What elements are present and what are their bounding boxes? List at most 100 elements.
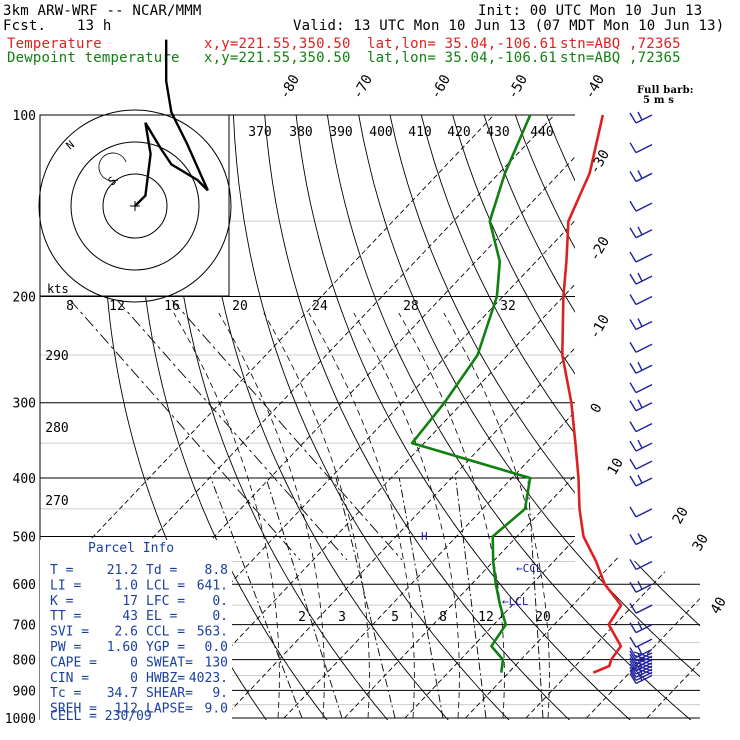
dewpoint-line: [410, 114, 532, 673]
parcel-label: SREH =: [50, 702, 97, 717]
parcel-value: 2.6: [115, 625, 138, 640]
wind-barb: [629, 251, 653, 263]
mixing-ratio-line: [398, 477, 444, 719]
init-time: Init: 00 UTC Mon 10 Jun 13: [478, 3, 703, 19]
parcel-value: 0.: [212, 594, 228, 609]
barb-legend-title: Full barb:: [637, 85, 694, 96]
parcel-value: 0: [130, 655, 138, 670]
parcel-value: 0.: [212, 609, 228, 624]
mixing-ratio-line: [335, 477, 396, 719]
wind-barb: [633, 667, 653, 675]
dry-adiabat-label: 440: [530, 125, 553, 140]
pressure-tick-label: 100: [13, 109, 36, 124]
mixing-ratio-line: [265, 477, 343, 719]
wind-barb-layer: [629, 111, 653, 685]
dry-adiabat: [170, 115, 398, 720]
parcel-label: TT =: [50, 609, 81, 624]
dry-adiabat-label: 400: [369, 125, 392, 140]
mixing-ratio-label: 8: [439, 610, 447, 625]
parcel-label: CCL =: [146, 625, 185, 640]
dry-adiabat: [514, 115, 700, 720]
isotherm-label: -20: [587, 234, 614, 264]
parcel-info-panel: Parcel Info T = 21.2 Td = 8.8 LI = 1.0 LCL = 641…: [40, 540, 232, 724]
parcel-value: 8.8: [205, 563, 228, 578]
hodograph-speed-label: 28: [403, 299, 419, 314]
dry-adiabat: [640, 115, 700, 720]
pressure-tick-label: 600: [13, 578, 36, 593]
hodograph-kts-label: kts: [47, 282, 69, 296]
parcel-value: 563.: [197, 625, 228, 640]
isotherm-line: [162, 115, 700, 719]
wind-barb: [629, 621, 653, 634]
wind-barb: [629, 170, 653, 183]
legend-dewpoint: Dewpoint temperature: [7, 50, 180, 66]
wind-barb: [629, 672, 653, 685]
dry-adiabat: [483, 115, 700, 720]
hodograph-speed-label: 24: [312, 299, 328, 314]
wind-barb: [629, 533, 653, 546]
pressure-tick-label: 800: [13, 654, 36, 669]
dry-adiabat: [326, 115, 700, 720]
dry-adiabat-label: 370: [248, 125, 271, 140]
isotherm-label: 30: [690, 531, 712, 554]
wind-barb: [629, 669, 653, 681]
parcel-value: 34.7: [107, 686, 138, 701]
ccl-marker: ←CCL: [516, 562, 543, 575]
speed-guide-line: [116, 299, 348, 561]
dry-adiabat: [389, 115, 700, 720]
parcel-value: 0: [130, 671, 138, 686]
pressure-tick-label: 200: [13, 291, 36, 306]
wind-barb: [633, 651, 653, 659]
moist-adiabat: [353, 312, 460, 719]
wind-barb: [629, 602, 653, 614]
parcel-panel-bg: [40, 540, 232, 720]
wind-barb: [629, 341, 653, 353]
moist-adiabat: [308, 312, 415, 719]
wind-barb: [633, 654, 653, 662]
parcel-cell: CELL = 230/09: [50, 709, 152, 724]
parcel-label: K =: [50, 594, 74, 609]
speed-guide-line: [69, 299, 301, 561]
valid-time: Valid: 13 UTC Mon 10 Jun 13 (07 MDT Mon …: [293, 18, 725, 34]
wind-barb: [629, 559, 653, 571]
isotherm-line: [525, 115, 700, 719]
wind-barb: [629, 506, 653, 518]
parcel-label: LI =: [50, 578, 81, 593]
model-title: 3km ARW-WRF -- NCAR/MMM: [3, 3, 202, 19]
parcel-label: SVI =: [50, 625, 89, 640]
hodograph-speed-label: 12: [109, 299, 125, 314]
pressure-tick-label: 700: [13, 619, 36, 634]
isotherm-label: -70: [350, 72, 377, 102]
parcel-value: 0.0: [205, 640, 228, 655]
dry-adiabat: [735, 115, 740, 731]
dry-adiabat: [358, 115, 700, 720]
parcel-value: 130: [205, 655, 228, 670]
lcl-marker: ←LCL: [502, 595, 529, 608]
hodograph-speed-label: 32: [500, 299, 516, 314]
dry-adiabat-label: 290: [45, 349, 68, 364]
moist-adiabat: [398, 312, 505, 719]
wind-barb: [629, 200, 653, 212]
dry-adiabat-label: 280: [45, 421, 68, 436]
dry-adiabat: [703, 115, 740, 731]
dew-xy: x,y=221.55,350.50: [204, 50, 351, 66]
sounding-layer: [410, 114, 623, 674]
isotherm-label: 40: [708, 594, 730, 617]
parcel-label: SWEAT=: [146, 655, 193, 670]
parcel-label: PW =: [50, 640, 81, 655]
hodograph-ring: [102, 173, 168, 239]
dry-adiabat-label: 270: [45, 494, 68, 509]
mixing-ratio-line: [455, 477, 487, 719]
parcel-label: T =: [50, 563, 74, 578]
parcel-value: 43: [122, 609, 138, 624]
parcel-label: HWBZ=: [146, 671, 185, 686]
mixing-ratio-label: 20: [535, 610, 551, 625]
mixing-ratio-line: [210, 477, 303, 719]
temp-station: stn=ABQ ,72365: [560, 36, 681, 52]
isotherm-line: [465, 115, 700, 719]
wind-barb: [629, 382, 653, 394]
barb-legend-value: 5 m s: [643, 95, 675, 106]
forecast-label: Fcst.: [3, 18, 47, 34]
dry-adiabat: [232, 115, 520, 720]
hodograph-speed-label: 16: [164, 299, 180, 314]
